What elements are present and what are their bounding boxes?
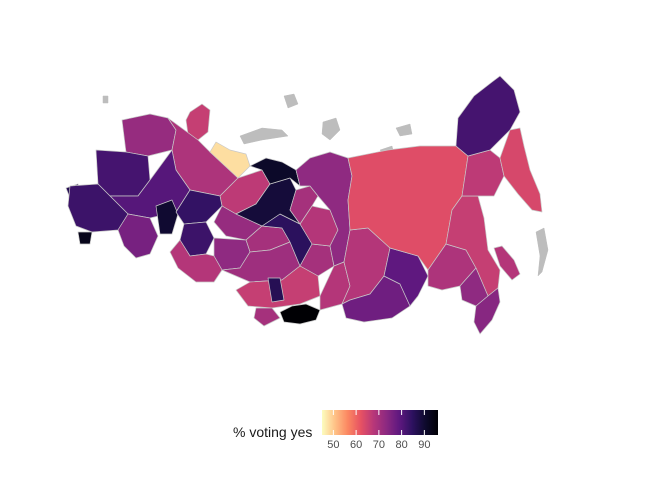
legend-tick-label: 80: [395, 439, 407, 451]
region-kemerovo[interactable]: [267, 277, 285, 303]
region-tuva[interactable]: [279, 303, 321, 325]
region-volga[interactable]: [117, 213, 159, 259]
region-karelia[interactable]: [121, 113, 177, 157]
region-altai-republic[interactable]: [253, 307, 281, 327]
severnaya-zemlya-island: [283, 93, 299, 109]
region-magadan[interactable]: [461, 149, 505, 197]
legend-tick-label: 50: [327, 439, 339, 451]
region-kamchatka[interactable]: [499, 127, 543, 213]
region-primorsky[interactable]: [473, 287, 501, 335]
region-layer: [65, 75, 543, 335]
legend-tick-label: 90: [418, 439, 430, 451]
region-caucasus[interactable]: [155, 199, 179, 235]
legend-tick-label: 70: [373, 439, 385, 451]
novaya-zemlya-island: [239, 127, 289, 145]
legend: % voting yes 50 60 70 80 90: [233, 410, 438, 451]
kuril-islands: [535, 227, 549, 277]
region-orenburg[interactable]: [169, 239, 223, 283]
legend-ticks: 50 60 70 80 90: [327, 410, 430, 451]
legend-colorbar: [322, 410, 438, 435]
region-chukotka[interactable]: [455, 75, 521, 157]
region-nenets[interactable]: [209, 141, 251, 179]
region-western-core[interactable]: [95, 149, 151, 197]
region-murmansk[interactable]: [185, 103, 211, 141]
region-crimea[interactable]: [77, 231, 93, 245]
lyakhovsky-island: [395, 123, 413, 137]
new-siberian-island: [321, 117, 341, 141]
legend-tick-label: 60: [350, 439, 362, 451]
legend-title: % voting yes: [233, 424, 312, 440]
franz-josef-island: [102, 95, 109, 104]
region-sakhalin[interactable]: [493, 245, 521, 281]
